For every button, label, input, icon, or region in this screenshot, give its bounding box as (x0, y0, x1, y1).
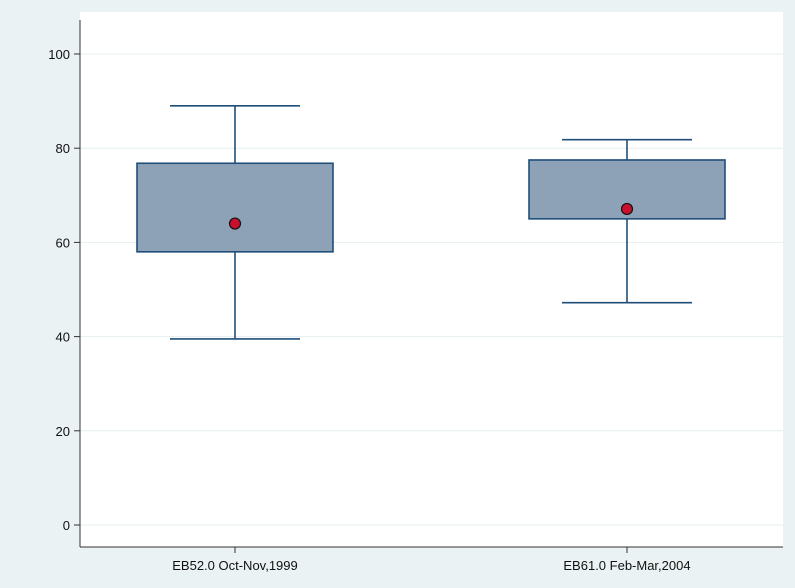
y-ticks: 0 20 40 60 80 100 (48, 47, 80, 533)
y-tick-label: 20 (56, 424, 70, 439)
y-tick-label: 80 (56, 141, 70, 156)
x-tick-label: EB52.0 Oct-Nov,1999 (172, 558, 298, 573)
y-tick-label: 40 (56, 330, 70, 345)
box (136, 162, 334, 253)
mean-marker (228, 217, 242, 230)
mean-marker (620, 202, 634, 216)
boxes (136, 105, 726, 340)
axes (79, 20, 783, 548)
box-group (528, 138, 726, 304)
box-group (136, 105, 334, 340)
plot-area (80, 12, 783, 547)
x-ticks: EB52.0 Oct-Nov,1999 EB61.0 Feb-Mar,2004 (172, 547, 691, 573)
y-tick-label: 60 (56, 235, 70, 250)
x-tick-label: EB61.0 Feb-Mar,2004 (563, 558, 690, 573)
y-tick-label: 100 (48, 47, 70, 62)
y-tick-label: 0 (63, 518, 70, 533)
